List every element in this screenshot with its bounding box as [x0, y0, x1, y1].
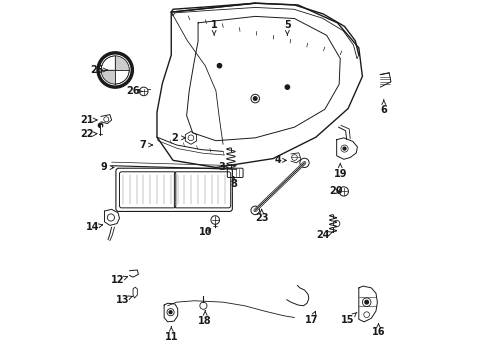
- Text: 1: 1: [210, 19, 217, 35]
- Wedge shape: [115, 56, 129, 70]
- Text: 26: 26: [126, 86, 142, 96]
- Text: 10: 10: [198, 227, 211, 237]
- Text: 22: 22: [80, 129, 97, 139]
- Circle shape: [253, 97, 257, 100]
- Text: 19: 19: [333, 163, 346, 179]
- Wedge shape: [102, 70, 115, 84]
- Circle shape: [339, 187, 348, 196]
- Text: 5: 5: [284, 19, 290, 35]
- Circle shape: [139, 87, 148, 96]
- Circle shape: [299, 158, 308, 167]
- Circle shape: [169, 311, 172, 314]
- Text: 3: 3: [218, 162, 227, 172]
- Text: 16: 16: [371, 324, 385, 337]
- Circle shape: [250, 206, 259, 215]
- Text: 4: 4: [274, 156, 286, 165]
- Circle shape: [210, 216, 219, 224]
- Text: 2: 2: [171, 133, 185, 143]
- Circle shape: [101, 56, 129, 84]
- Text: 6: 6: [380, 100, 386, 115]
- Text: 24: 24: [316, 230, 332, 240]
- Text: 23: 23: [254, 210, 268, 222]
- Circle shape: [285, 85, 289, 89]
- Circle shape: [217, 64, 221, 68]
- Text: 21: 21: [80, 115, 97, 125]
- Text: 12: 12: [111, 275, 127, 285]
- Circle shape: [98, 123, 102, 127]
- Text: 18: 18: [198, 311, 212, 326]
- Text: 25: 25: [90, 65, 107, 75]
- Text: 7: 7: [139, 140, 152, 150]
- Text: 14: 14: [86, 222, 102, 232]
- Circle shape: [98, 53, 132, 87]
- Text: 13: 13: [116, 295, 132, 305]
- Text: 17: 17: [305, 311, 318, 325]
- Text: 8: 8: [230, 176, 237, 189]
- Text: 20: 20: [328, 186, 342, 197]
- Circle shape: [343, 147, 345, 150]
- Text: 9: 9: [100, 162, 114, 172]
- Circle shape: [364, 300, 367, 304]
- Text: 15: 15: [341, 312, 356, 325]
- Text: 11: 11: [164, 327, 178, 342]
